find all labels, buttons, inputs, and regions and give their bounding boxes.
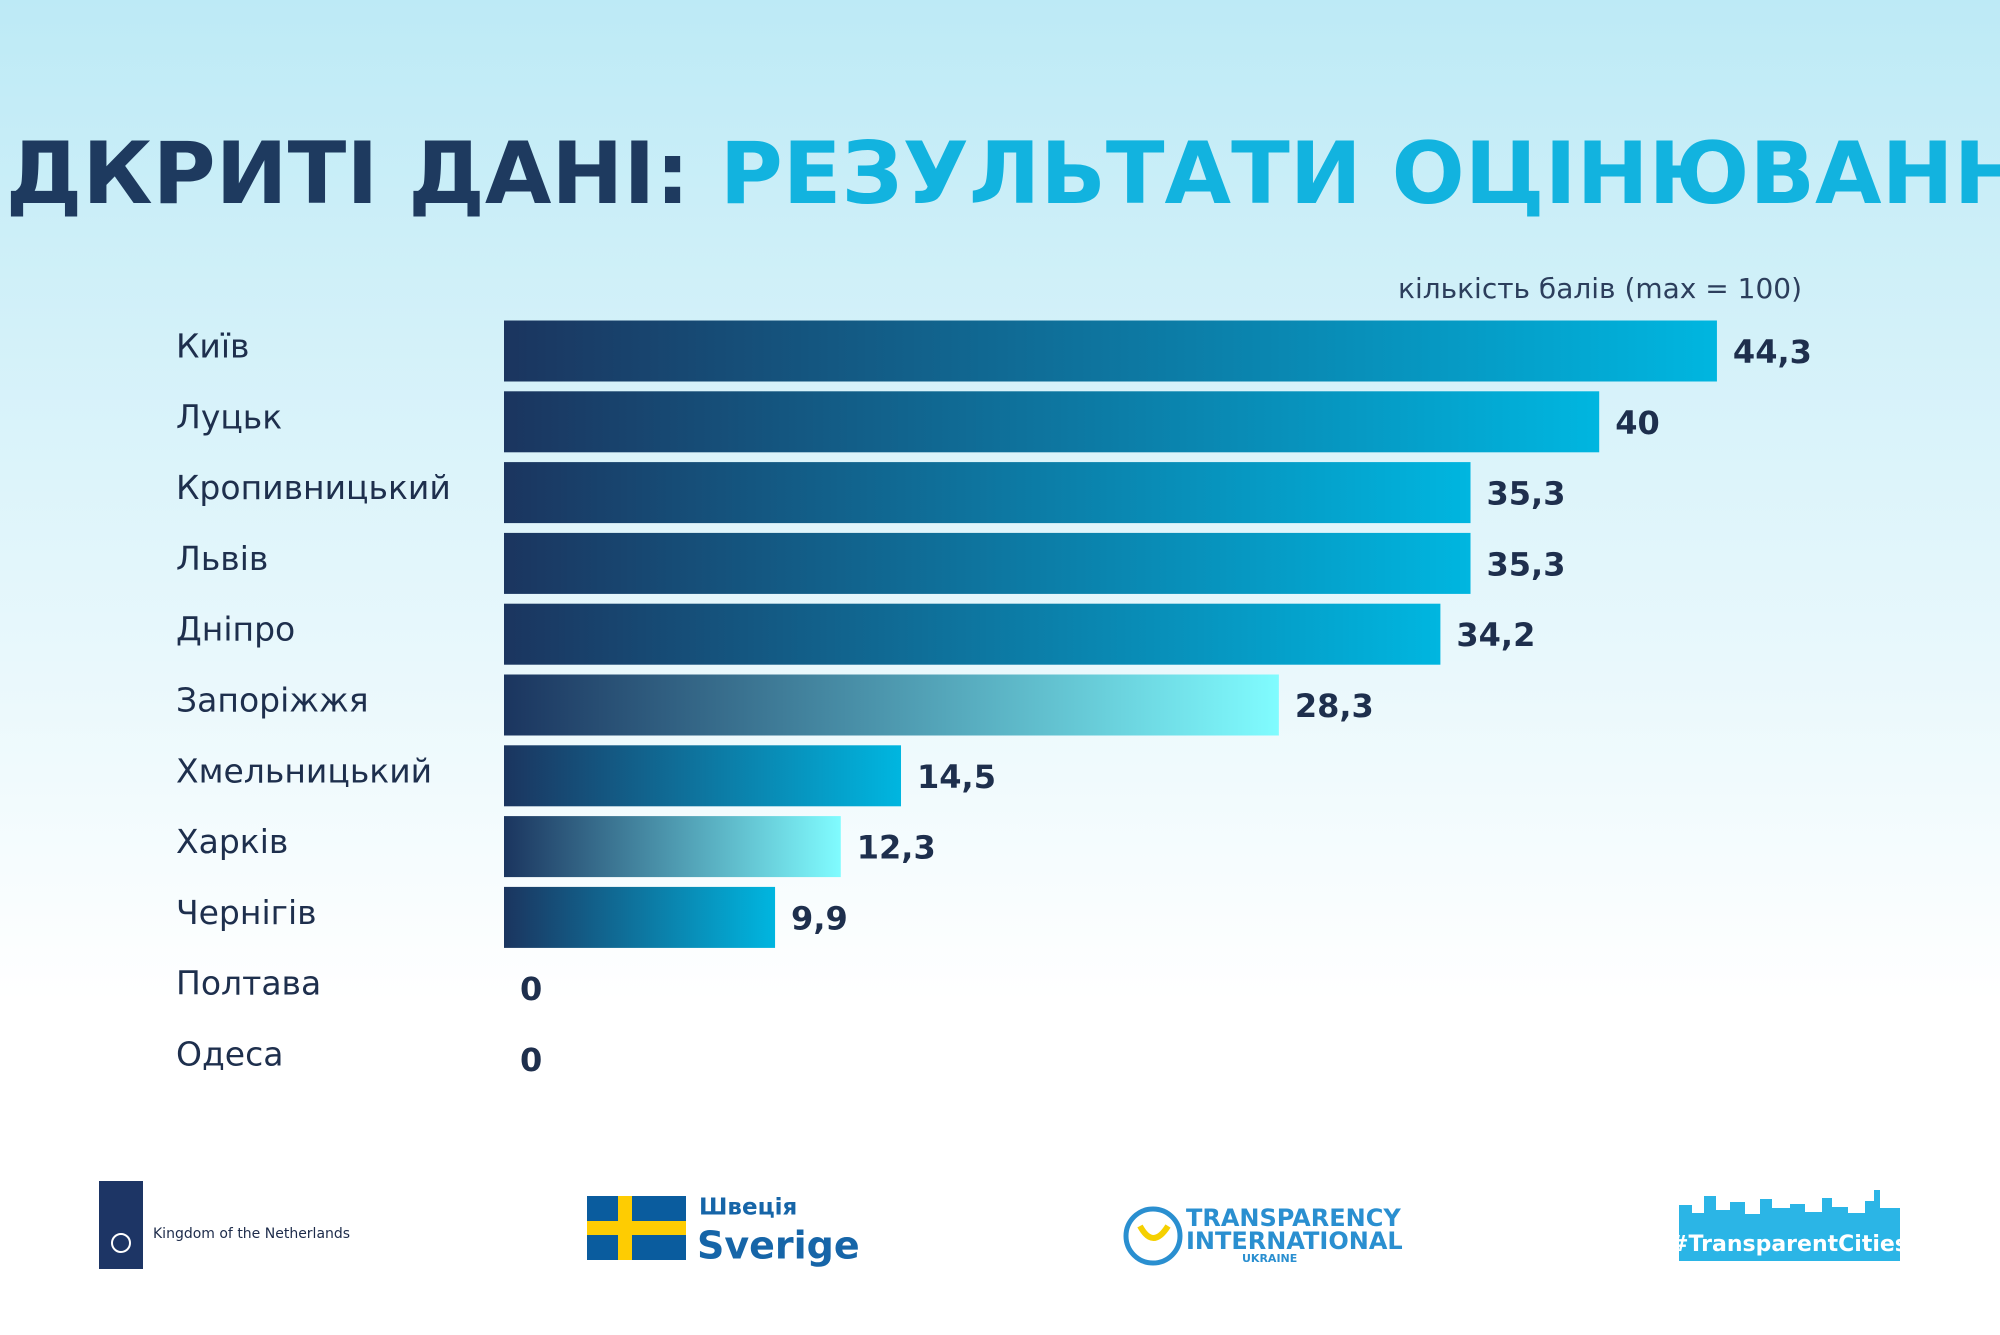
value-label: 12,3 (857, 829, 936, 867)
logo-text: Швеція (699, 1195, 797, 1221)
logo-text: TRANSPARENCY (1186, 1204, 1401, 1232)
category-label: Запоріжжя (176, 681, 369, 720)
logo-text: UKRAINE (1242, 1252, 1297, 1265)
se-cross (587, 1221, 686, 1235)
ti-logo (1123, 1206, 1183, 1266)
bar (504, 816, 841, 878)
value-label: 40 (1615, 404, 1660, 442)
subtitle: кількість балів (max = 100) (1398, 272, 1802, 305)
cities-box (1679, 1227, 1900, 1261)
category-label: Львів (176, 539, 268, 578)
bar (504, 603, 1441, 665)
chart-title: ВІДКРИТІ ДАНІ: РЕЗУЛЬТАТИ ОЦІНЮВАННЯ (0, 124, 2000, 224)
value-label: 44,3 (1733, 333, 1812, 371)
bar (504, 532, 1471, 594)
bar (504, 886, 776, 948)
value-label: 28,3 (1295, 687, 1374, 725)
logo-text: #TransparentCities (1670, 1232, 1908, 1257)
category-label: Полтава (176, 964, 321, 1003)
bar (504, 745, 902, 807)
value-label: 35,3 (1487, 545, 1566, 583)
skyline (1679, 1190, 1900, 1227)
logo-text: Sverige (697, 1224, 860, 1268)
category-label: Київ (176, 327, 250, 366)
logos: Kingdom of the Netherlands Швеція Sverig… (99, 1181, 1908, 1269)
bar (504, 391, 1600, 453)
bar (504, 462, 1471, 524)
title-part: ВІДКРИТІ ДАНІ: (0, 124, 690, 224)
value-label: 0 (520, 970, 542, 1008)
category-label: Чернігів (176, 893, 317, 932)
logo-text: INTERNATIONAL (1186, 1227, 1403, 1255)
bar (504, 674, 1279, 736)
bar (504, 320, 1717, 382)
logo-text: Kingdom of the Netherlands (153, 1226, 350, 1242)
nl-logo (99, 1181, 143, 1269)
nl-crest (111, 1233, 131, 1253)
category-label: Хмельницький (176, 751, 432, 790)
category-label: Луцьк (176, 397, 282, 436)
category-label: Одеса (176, 1035, 283, 1074)
value-label: 0 (520, 1041, 542, 1079)
category-label: Харків (176, 822, 288, 861)
value-label: 14,5 (917, 758, 996, 796)
value-label: 34,2 (1456, 616, 1535, 654)
value-label: 35,3 (1487, 475, 1566, 513)
value-label: 9,9 (791, 899, 848, 937)
ti-logo (1137, 1224, 1171, 1241)
category-label: Кропивницький (176, 468, 451, 507)
category-label: Дніпро (176, 610, 295, 649)
title-part: РЕЗУЛЬТАТИ ОЦІНЮВАННЯ (720, 124, 2000, 224)
